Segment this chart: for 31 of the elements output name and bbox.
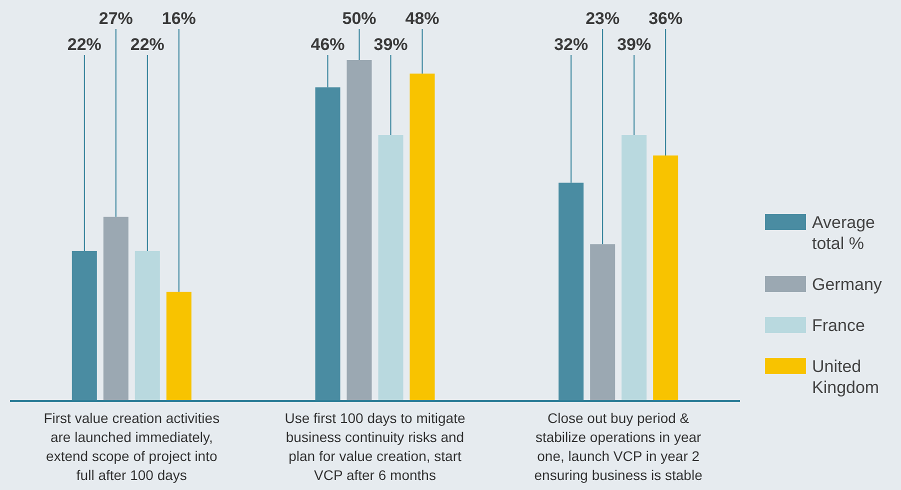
legend-label: France <box>812 316 865 335</box>
data-label: 23% <box>586 9 620 28</box>
data-label: 36% <box>648 9 683 28</box>
bar <box>166 292 192 401</box>
bar <box>622 135 647 401</box>
bar <box>590 244 616 401</box>
x-tick-label: Use first 100 days to mitigate business continuity risks and plan for value creation, start VCP after 6 months <box>284 410 466 483</box>
data-label: 27% <box>98 9 133 28</box>
data-label: 46% <box>310 35 345 54</box>
data-label: 48% <box>405 9 440 28</box>
bar <box>653 155 678 401</box>
bar <box>410 74 435 401</box>
bar <box>315 87 340 401</box>
legend-label: Germany <box>812 275 882 294</box>
bar <box>72 250 97 401</box>
legend-label: Average total % <box>812 213 876 253</box>
bar <box>103 216 128 401</box>
bar <box>346 60 372 401</box>
data-label: 50% <box>342 9 376 28</box>
data-label: 22% <box>67 35 102 54</box>
data-label: 39% <box>374 35 408 54</box>
bar <box>558 182 584 401</box>
legend-label: United Kingdom <box>812 357 880 397</box>
bar <box>134 250 160 401</box>
x-tick-label: First value creation activities are launched immediately, extend scope of project into full after 100 days <box>44 410 220 483</box>
data-label: 32% <box>554 35 588 54</box>
data-label: 39% <box>617 35 652 54</box>
data-label: 16% <box>162 9 196 28</box>
bar <box>378 135 404 401</box>
data-label: 22% <box>130 35 164 54</box>
x-tick-label: Close out buy period & stabilize operations in year one, launch VCP in year 2 ensuring business is stable <box>534 410 703 483</box>
